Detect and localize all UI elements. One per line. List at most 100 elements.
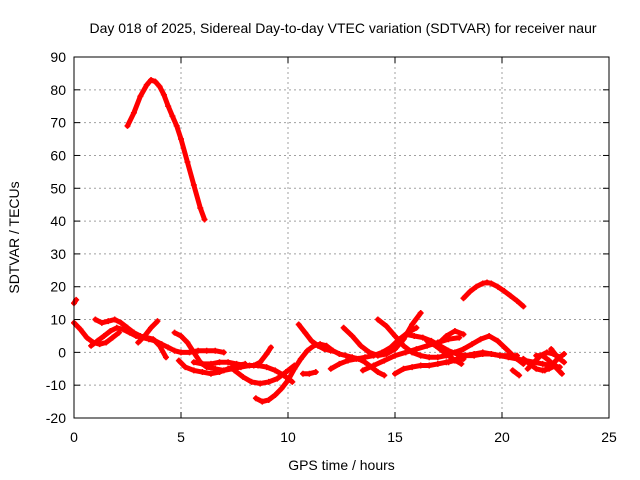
y-axis-label: SDTVAR / TECUs [6,181,22,293]
data-point-marker [225,365,232,372]
data-point-marker [454,355,461,362]
series-line [172,330,295,385]
x-tick-label: 20 [494,429,510,445]
data-point-marker [257,380,264,387]
data-point-marker [533,352,540,359]
data-point-marker [558,370,565,377]
data-point-marker [272,367,279,374]
data-point-marker [216,359,223,366]
data-point-marker [190,181,197,188]
data-point-marker [130,329,137,336]
chart-title: Day 018 of 2025, Sidereal Day-to-day VTE… [89,20,596,36]
data-point-marker [548,362,555,369]
data-point-marker [456,334,463,341]
x-tick-label: 5 [177,429,185,445]
data-point-marker [184,339,191,346]
data-point-marker [141,332,148,339]
data-point-marker [195,347,202,354]
series-arc-e [135,318,161,346]
data-point-marker [109,334,116,341]
data-point-marker [413,324,420,331]
series-arc-l [299,369,319,377]
data-point-marker [77,326,84,333]
data-point-marker [105,318,112,325]
data-point-marker [471,351,478,358]
series-line [135,318,160,345]
data-point-marker [409,321,416,328]
data-point-marker [524,365,531,372]
data-point-marker [156,342,163,349]
x-tick-label: 25 [601,429,617,445]
data-point-marker [175,357,182,364]
data-point-marker [259,398,266,405]
data-point-marker [561,351,568,358]
data-point-marker [263,351,270,358]
x-tick-label: 10 [280,429,296,445]
data-point-marker [402,331,409,338]
data-point-marker [88,342,95,349]
data-point-marker [111,316,118,323]
y-tick-label: 80 [50,82,66,98]
y-tick-label: -20 [46,410,66,426]
data-point-marker [462,352,469,359]
data-point-marker [458,360,465,367]
data-point-marker [98,319,105,326]
data-point-marker [306,370,313,377]
data-point-marker [543,349,550,356]
x-tick-label: 0 [70,429,78,445]
data-point-marker [312,369,319,376]
data-point-marker [460,331,467,338]
data-point-marker [143,81,150,88]
data-point-marker [314,342,321,349]
series-line [125,77,207,222]
data-point-marker [163,354,170,361]
data-point-marker [299,370,306,377]
series-arc-peak-83 [124,76,208,223]
data-point-marker [207,370,214,377]
data-point-marker [503,346,510,353]
data-point-marker [137,93,144,100]
data-point-marker [295,321,302,328]
data-point-marker [165,344,172,351]
data-point-marker [561,359,568,366]
data-point-marker [473,283,480,290]
data-point-marker [83,334,90,341]
x-axis-label: GPS time / hours [288,457,395,473]
data-point-marker [190,349,197,356]
series-line [542,351,567,373]
data-point-marker [118,319,125,326]
data-point-marker [477,336,484,343]
data-point-marker [392,346,398,353]
data-point-marker [513,297,520,304]
series-line [435,328,466,347]
data-point-marker [248,378,255,385]
data-point-marker [240,373,247,380]
data-point-marker [445,359,452,366]
data-point-marker [359,367,366,374]
y-tick-label: -10 [46,377,66,393]
data-point-marker [212,347,219,354]
tick-layer: -20 -10 0 10 20 30 40 50 60 70 80 90 0 5 10 15 20 25 [46,49,617,445]
data-point-marker [531,359,538,366]
data-point-marker [291,365,298,372]
series-arc-k [295,321,334,354]
data-point-marker [152,78,159,85]
data-point-marker [469,341,476,348]
data-point-marker [327,347,334,354]
data-point-marker [383,323,390,330]
data-point-marker [278,385,285,392]
data-point-marker [308,337,315,344]
data-point-marker [225,359,232,366]
data-point-marker [349,332,356,339]
data-point-marker [107,328,114,335]
data-point-marker [233,360,240,367]
data-point-marker [426,362,433,369]
series-arc-g [175,357,249,377]
data-point-marker [285,377,291,384]
data-point-marker [197,204,204,211]
data-point-marker [304,347,311,354]
data-point-marker [190,359,197,366]
data-point-marker [92,316,99,323]
data-point-marker [267,344,274,351]
data-point-marker [479,280,486,287]
